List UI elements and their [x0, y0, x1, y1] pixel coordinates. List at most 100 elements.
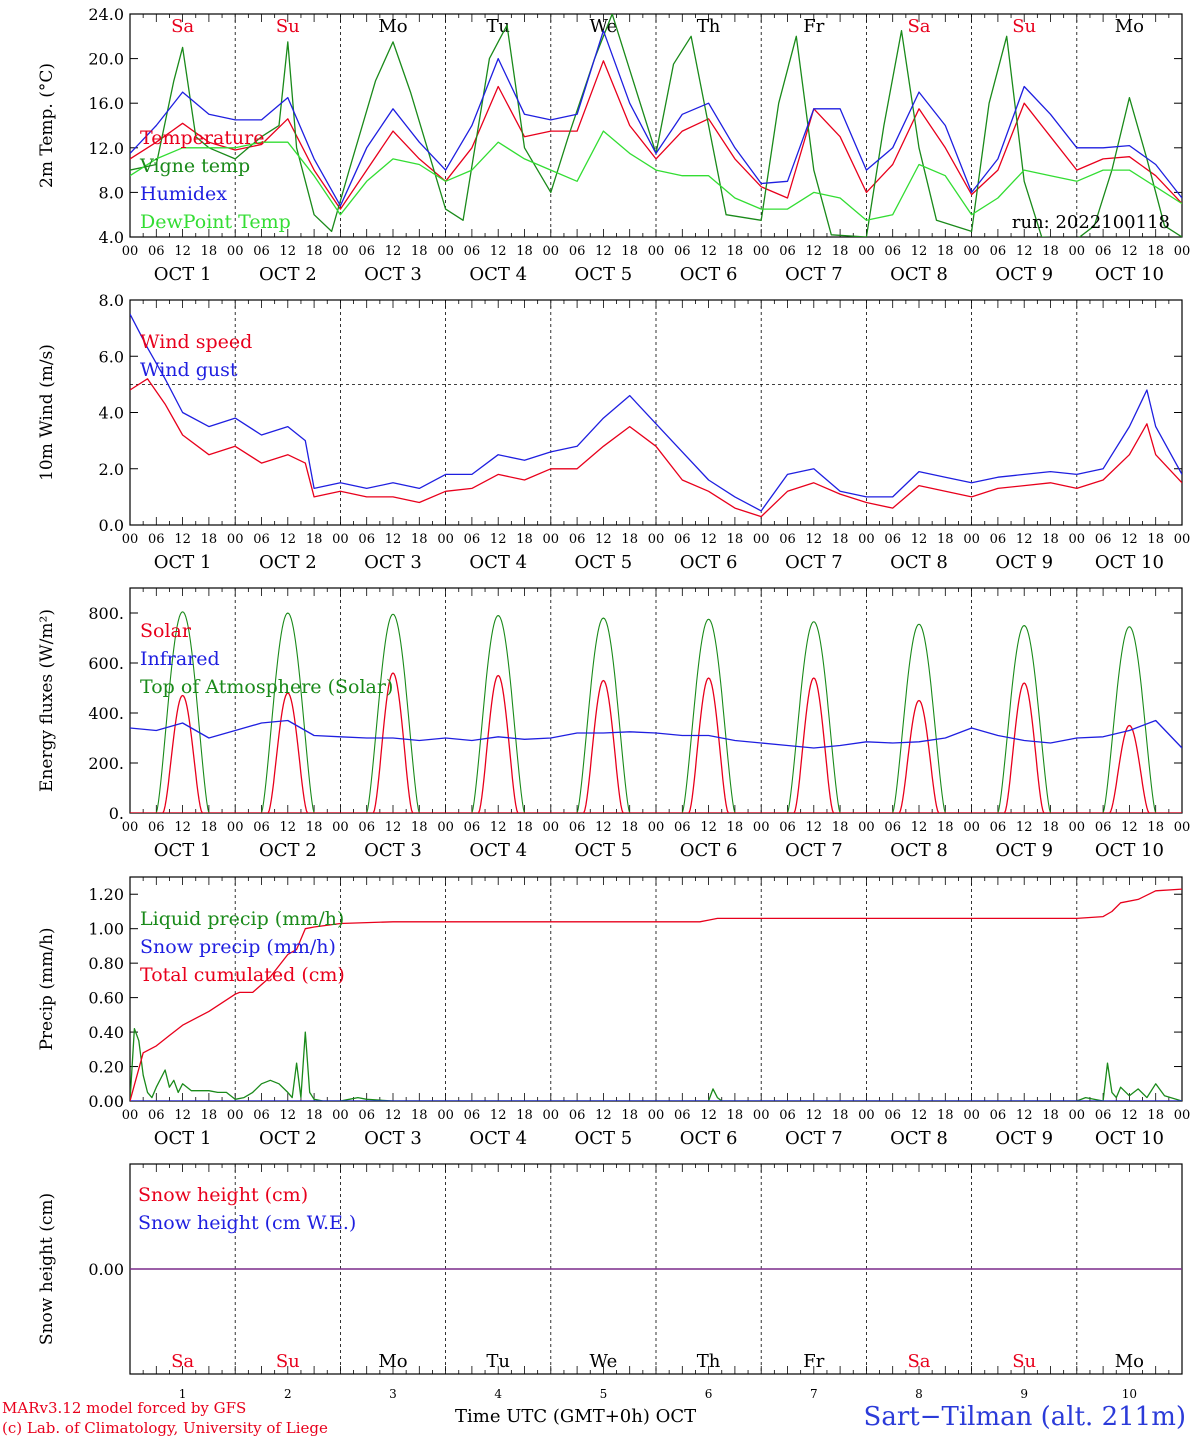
x-hour-label: 00: [437, 1108, 454, 1123]
day-name-label: Su: [1012, 16, 1036, 37]
x-hour-label: 06: [569, 1108, 586, 1123]
x-hour-label: 06: [358, 244, 375, 259]
x-hour-label: 12: [174, 532, 191, 547]
series-line-toa: [576, 617, 631, 813]
y-tick-label: 0.80: [88, 954, 124, 973]
x-hour-label: 00: [963, 1108, 980, 1123]
x-date-label: OCT 2: [259, 1128, 317, 1149]
x-hour-label: 06: [148, 820, 165, 835]
series-group: [130, 888, 1182, 1101]
x-hour-label: 06: [1095, 820, 1112, 835]
series-line-dewpoint-temp: [130, 130, 1182, 221]
x-hour-label: 00: [1069, 1108, 1086, 1123]
x-hour-label: 06: [779, 532, 796, 547]
x-hour-label: 06: [1095, 532, 1112, 547]
x-hour-label: 06: [464, 532, 481, 547]
x-hour-label: 12: [1016, 532, 1033, 547]
x-hour-label: 06: [1095, 1108, 1112, 1123]
series-line-solar: [583, 679, 624, 813]
x-hour-label: 12: [595, 532, 612, 547]
x-hour-label: 06: [674, 244, 691, 259]
x-hour-label: 00: [437, 532, 454, 547]
y-tick-label: 0.0: [99, 516, 124, 535]
y-tick-label: 0.40: [88, 1023, 124, 1042]
day-number-label: 2: [284, 1387, 292, 1401]
x-hour-label: 00: [858, 820, 875, 835]
y-tick-label: 6.0: [99, 347, 124, 366]
legend-entry: Temperature: [140, 127, 264, 149]
x-hour-label: 18: [306, 532, 323, 547]
x-hour-label: 18: [201, 532, 218, 547]
x-date-label: OCT 1: [154, 1128, 212, 1149]
x-date-label: OCT 10: [1095, 552, 1164, 573]
x-date-label: OCT 8: [890, 552, 948, 573]
x-hour-label: 00: [543, 1108, 560, 1123]
x-hour-label: 00: [332, 532, 349, 547]
x-hour-label: 18: [1147, 244, 1164, 259]
x-date-label: OCT 4: [469, 264, 527, 285]
x-hour-label: 06: [674, 532, 691, 547]
x-hour-label: 12: [911, 820, 928, 835]
legend-entry: Total cumulated (cm): [140, 964, 345, 986]
x-hour-label: 18: [201, 820, 218, 835]
x-hour-label: 06: [569, 820, 586, 835]
x-hour-label: 06: [253, 532, 270, 547]
legend-entry: DewPoint Temp: [140, 211, 291, 233]
x-hour-label: 06: [990, 1108, 1007, 1123]
x-hour-label: 18: [516, 820, 533, 835]
day-number-label: 5: [600, 1387, 608, 1401]
y-tick-label: 0.20: [88, 1058, 124, 1077]
y-tick-label: 0.60: [88, 989, 124, 1008]
series-line-solar: [688, 677, 729, 813]
x-hour-label: 18: [1042, 532, 1059, 547]
x-hour-label: 18: [727, 820, 744, 835]
station-name: Sart−Tilman (alt. 211m): [863, 1402, 1186, 1432]
y-tick-label: 200.: [88, 754, 124, 773]
x-hour-label: 06: [990, 532, 1007, 547]
legend-entry: Snow height (cm): [138, 1184, 308, 1206]
x-hour-label: 06: [884, 1108, 901, 1123]
y-tick-label: 0.00: [88, 1092, 124, 1111]
series-line-temperature: [130, 60, 1182, 210]
y-axis-label: Precip (mm/h): [37, 927, 57, 1050]
x-hour-label: 18: [621, 244, 638, 259]
x-date-label: OCT 3: [364, 264, 422, 285]
series-group: [130, 14, 1182, 237]
x-hour-label: 00: [1174, 532, 1191, 547]
x-hour-label: 12: [174, 1108, 191, 1123]
x-hour-label: 18: [201, 1108, 218, 1123]
x-hour-label: 06: [358, 1108, 375, 1123]
y-tick-label: 0.00: [88, 1260, 124, 1279]
x-date-label: OCT 3: [364, 840, 422, 861]
x-hour-label: 18: [411, 820, 428, 835]
x-hour-label: 00: [648, 1108, 665, 1123]
x-date-label: OCT 9: [995, 840, 1053, 861]
x-date-label: OCT 7: [785, 552, 843, 573]
day-name-label: Sa: [907, 1351, 930, 1372]
day-name-label: Mo: [1115, 1351, 1144, 1372]
x-hour-label: 18: [621, 820, 638, 835]
x-hour-label: 06: [674, 820, 691, 835]
x-date-label: OCT 8: [890, 264, 948, 285]
day-name-label: Mo: [378, 1351, 407, 1372]
y-tick-label: 8.0: [99, 183, 124, 202]
y-tick-label: 4.0: [99, 404, 124, 423]
y-tick-label: 4.0: [99, 228, 124, 247]
x-hour-label: 00: [858, 244, 875, 259]
x-hour-label: 06: [990, 820, 1007, 835]
x-hour-label: 18: [937, 244, 954, 259]
series-line-toa: [892, 623, 946, 813]
x-hour-label: 00: [227, 244, 244, 259]
x-hour-label: 00: [332, 820, 349, 835]
x-date-label: OCT 10: [1095, 840, 1164, 861]
x-date-label: OCT 3: [364, 1128, 422, 1149]
day-name-label: Su: [276, 1351, 300, 1372]
y-tick-label: 0.: [109, 804, 124, 823]
x-hour-label: 18: [1147, 532, 1164, 547]
legend-entry: Humidex: [140, 183, 227, 205]
x-hour-label: 00: [437, 244, 454, 259]
x-hour-label: 06: [569, 532, 586, 547]
x-hour-label: 06: [464, 1108, 481, 1123]
x-hour-label: 12: [385, 532, 402, 547]
x-hour-label: 18: [411, 532, 428, 547]
